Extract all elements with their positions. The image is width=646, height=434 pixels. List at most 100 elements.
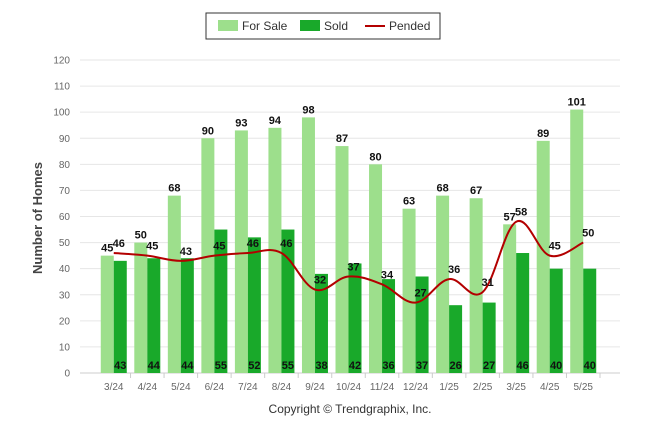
data-label-for-sale: 80 [369, 151, 381, 163]
y-tick-label: 10 [59, 342, 71, 353]
legend: For Sale Sold Pended [205, 12, 441, 40]
y-tick-label: 0 [64, 369, 70, 380]
data-label-pended: 45 [549, 241, 561, 253]
data-label-sold: 36 [382, 360, 394, 372]
x-tick-label: 3/24 [104, 382, 124, 393]
bar-sold [482, 302, 496, 373]
y-axis-ticks: 0 10 20 30 40 50 60 70 80 90 100 110 120 [53, 56, 70, 380]
data-label-sold: 27 [483, 360, 495, 372]
legend-swatch-for-sale [218, 20, 238, 31]
bar-sold [113, 260, 127, 373]
data-label-sold: 46 [517, 360, 529, 372]
y-axis-label: Number of Homes [30, 162, 45, 274]
data-label-for-sale: 98 [302, 104, 314, 116]
data-label-for-sale: 93 [235, 117, 247, 129]
data-label-for-sale: 45 [101, 243, 113, 255]
data-label-sold: 55 [215, 360, 227, 372]
x-axis-ticks: 3/24 4/24 5/24 6/24 7/24 8/24 9/24 10/24 11/24 12… [104, 373, 601, 393]
bar-sold [583, 268, 597, 373]
bar-sold [382, 279, 396, 373]
data-label-for-sale: 50 [135, 230, 147, 242]
data-label-sold: 43 [114, 360, 126, 372]
y-tick-label: 90 [59, 134, 71, 145]
x-tick-label: 2/25 [473, 382, 493, 393]
bar-for-sale [335, 146, 349, 373]
data-label-for-sale: 87 [336, 133, 348, 145]
data-label-for-sale: 94 [269, 115, 282, 127]
data-label-pended: 34 [381, 269, 394, 281]
bar-sold [516, 253, 530, 373]
data-label-sold: 37 [416, 360, 428, 372]
y-tick-label: 50 [59, 238, 71, 249]
bar-sold [180, 258, 194, 373]
x-tick-label: 1/25 [439, 382, 459, 393]
x-tick-label: 3/25 [506, 382, 526, 393]
data-label-sold: 40 [584, 360, 596, 372]
bar-sold [549, 268, 563, 373]
y-tick-label: 20 [59, 316, 71, 327]
y-tick-label: 80 [59, 160, 71, 171]
data-label-sold: 26 [449, 360, 461, 372]
pended-line-path [113, 220, 584, 304]
x-tick-label: 7/24 [238, 382, 258, 393]
x-tick-label: 5/25 [573, 382, 593, 393]
data-label-pended: 46 [247, 238, 259, 250]
data-label-for-sale: 67 [470, 185, 482, 197]
bars [100, 109, 597, 373]
data-label-pended: 58 [515, 207, 527, 219]
x-tick-label: 5/24 [171, 382, 191, 393]
legend-label-pended: Pended [389, 19, 430, 33]
copyright-text: Copyright © Trendgraphix, Inc. [269, 402, 432, 416]
x-tick-label: 4/24 [138, 382, 158, 393]
y-tick-label: 40 [59, 264, 71, 275]
x-tick-label: 11/24 [370, 382, 395, 393]
legend-swatch-sold [300, 20, 320, 31]
data-label-pended: 32 [314, 275, 326, 287]
bar-sold [214, 229, 228, 373]
bar-for-sale [369, 164, 383, 373]
bar-sold [247, 237, 261, 373]
data-label-pended: 36 [448, 264, 460, 276]
bar-for-sale [134, 242, 148, 373]
data-label-pended: 45 [213, 241, 225, 253]
data-labels: 45 43 50 44 68 44 90 55 93 52 94 55 98 38 87 42 80 36 63 37… [101, 97, 596, 372]
data-label-for-sale: 101 [568, 97, 586, 109]
bar-for-sale [201, 138, 215, 373]
bar-sold [281, 229, 295, 373]
data-label-sold: 44 [148, 360, 161, 372]
y-tick-label: 110 [54, 82, 70, 93]
legend-label-sold: Sold [324, 19, 348, 33]
bar-for-sale [570, 109, 584, 373]
bar-for-sale [402, 208, 416, 373]
y-tick-label: 100 [53, 108, 70, 119]
bar-sold [147, 258, 161, 373]
data-label-sold: 40 [550, 360, 562, 372]
data-label-sold: 52 [248, 360, 260, 372]
y-tick-label: 120 [53, 56, 70, 67]
bar-sold [415, 276, 429, 373]
data-label-pended: 46 [280, 238, 292, 250]
bar-sold [449, 305, 463, 373]
y-tick-label: 60 [59, 212, 71, 223]
data-label-sold: 42 [349, 360, 361, 372]
data-label-sold: 38 [315, 360, 327, 372]
bar-sold [348, 263, 362, 373]
data-label-for-sale: 57 [504, 211, 516, 223]
data-label-pended: 37 [347, 261, 359, 273]
y-tick-label: 30 [59, 290, 71, 301]
data-label-for-sale: 90 [202, 125, 214, 137]
y-tick-label: 70 [59, 186, 71, 197]
x-tick-label: 12/24 [403, 382, 428, 393]
x-tick-label: 10/24 [336, 382, 361, 393]
legend-box [205, 12, 441, 40]
bar-for-sale [503, 224, 517, 373]
data-label-for-sale: 89 [537, 128, 549, 140]
data-label-pended: 45 [146, 241, 158, 253]
data-label-pended: 46 [113, 238, 125, 250]
data-label-pended: 27 [414, 288, 426, 300]
data-label-pended: 31 [482, 277, 494, 289]
x-tick-label: 9/24 [305, 382, 325, 393]
x-tick-label: 4/25 [540, 382, 560, 393]
bar-sold [314, 273, 328, 373]
